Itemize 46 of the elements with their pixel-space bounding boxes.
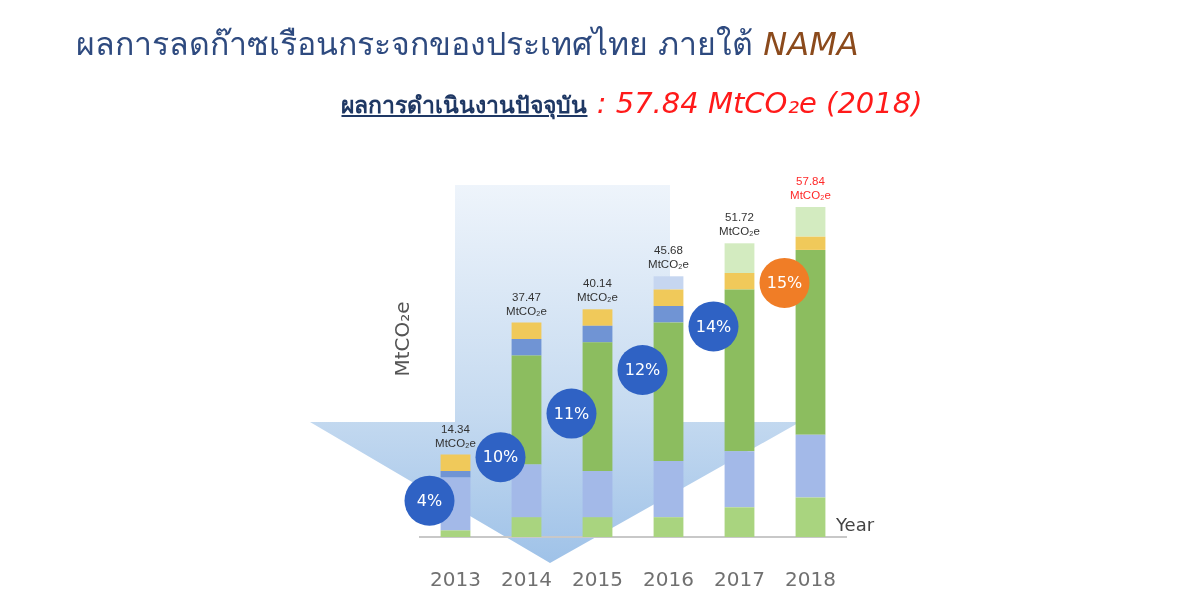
annotation: 11%: [553, 403, 590, 423]
bar: [724, 273, 755, 290]
bar: [724, 451, 755, 508]
chart-title: ผลการลดก๊าซเรือนกระจกของประเทศไทย ภายใต้ NAMA: [76, 25, 859, 63]
bar: [653, 306, 684, 323]
bar: [795, 497, 826, 537]
bar: [511, 517, 542, 537]
bar: [440, 454, 471, 471]
annotation: 57.84 MtCO₂e: [790, 175, 831, 201]
bar: [724, 243, 755, 273]
bar: [795, 434, 826, 498]
bar: [582, 325, 613, 343]
bar: [582, 309, 613, 326]
annotation: 15%: [766, 273, 803, 293]
bar: [795, 236, 826, 250]
x-axis-title: Year: [835, 513, 875, 535]
bar: [653, 276, 684, 290]
bar: [795, 207, 826, 237]
bar: [440, 530, 471, 537]
annotation: 12%: [624, 360, 661, 380]
bar: [511, 464, 542, 518]
bar: [653, 461, 684, 518]
annotation: 51.72 MtCO₂e: [719, 211, 760, 238]
x-tick-label: 2016: [643, 567, 694, 592]
x-tick-label: 2015: [572, 567, 623, 592]
bar: [653, 517, 684, 537]
x-tick-label: 2017: [714, 567, 765, 592]
annotation: 14.34 MtCO₂e: [435, 422, 476, 449]
annotation: 14%: [695, 316, 732, 336]
bar: [582, 517, 613, 537]
annotation: 40.14 MtCO₂e: [577, 277, 618, 304]
x-tick-label: 2013: [430, 567, 481, 592]
chart-subtitle: ผลการดำเนินงานปัจจุบัน : 57.84 MtCO₂e (2018): [341, 86, 923, 120]
annotation: 37.47 MtCO₂e: [506, 290, 547, 317]
x-tick-label: 2018: [785, 567, 836, 592]
annotation: 10%: [482, 447, 519, 467]
bar: [440, 471, 471, 478]
annotation: 45.68 MtCO₂e: [648, 244, 689, 271]
annotation: 4%: [416, 490, 443, 510]
bar: [511, 322, 542, 339]
y-axis-title: MtCO₂e: [390, 301, 415, 377]
bar: [724, 507, 755, 537]
bar: [653, 289, 684, 306]
bar: [511, 339, 542, 356]
bar: [582, 471, 613, 518]
x-tick-label: 2014: [501, 567, 552, 592]
